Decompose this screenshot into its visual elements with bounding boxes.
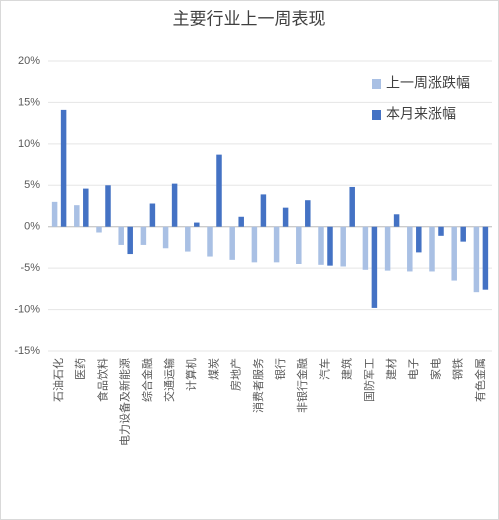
bar [216, 154, 222, 227]
bar [127, 226, 133, 255]
bar [362, 226, 369, 270]
bar [482, 226, 489, 290]
x-tick-label: 建筑 [340, 358, 354, 380]
bar [207, 226, 213, 257]
chart-title: 主要行业上一周表现 [173, 9, 326, 28]
x-tick-label: 电子 [407, 358, 420, 380]
x-tick-label: 食品饮料 [95, 358, 109, 402]
x-tick-label: 消费者服务 [251, 358, 265, 413]
bar [162, 226, 169, 249]
x-tick-label: 建材 [384, 358, 398, 380]
bar [429, 226, 435, 272]
x-tick-label: 电力设备及新能源 [118, 358, 132, 446]
bar [349, 186, 355, 227]
bar [296, 226, 302, 264]
bar [282, 207, 289, 227]
x-tick-label: 国防军工 [362, 358, 376, 402]
y-tick-label: 15% [18, 96, 40, 108]
y-tick-label: 0% [24, 221, 40, 233]
x-tick-label: 非银行金融 [295, 358, 309, 413]
x-tick-label: 综合金融 [140, 358, 154, 402]
bar [371, 226, 378, 308]
bar [451, 226, 457, 281]
bar [438, 226, 444, 236]
bar [260, 194, 267, 227]
bar [149, 203, 156, 227]
bar [185, 226, 191, 252]
x-tick-label: 有色金属 [473, 358, 487, 402]
bar [273, 226, 280, 263]
legend-label: 上一周涨跌幅 [386, 75, 470, 91]
y-tick-label: 5% [24, 179, 40, 191]
y-tick-label: -15% [14, 345, 40, 357]
bar [460, 226, 466, 242]
x-tick-label: 交通运输 [162, 358, 176, 402]
bar [416, 226, 422, 253]
bar [238, 216, 244, 227]
y-tick-label: -10% [14, 303, 40, 315]
bar [171, 183, 178, 227]
bar [340, 226, 346, 267]
bar [305, 200, 311, 227]
x-tick-label: 煤炭 [207, 358, 220, 380]
bar [51, 201, 58, 227]
x-tick-label: 计算机 [184, 358, 198, 391]
x-tick-label: 石油石化 [51, 358, 65, 402]
bar [96, 226, 102, 233]
x-tick-label: 房地产 [229, 358, 243, 391]
bar [384, 226, 391, 271]
bar [473, 226, 480, 293]
bar [318, 226, 324, 265]
bar [105, 185, 111, 227]
bar [229, 226, 235, 260]
bar [60, 109, 67, 227]
bar [194, 222, 200, 227]
bar [83, 188, 89, 227]
bar [140, 226, 147, 245]
bar [118, 226, 124, 245]
bar [407, 226, 413, 272]
bar [327, 226, 333, 266]
bar [251, 226, 258, 263]
legend-label: 本月来涨幅 [386, 106, 456, 122]
legend-swatch [372, 79, 381, 89]
y-tick-label: 20% [18, 55, 40, 67]
y-tick-label: -5% [20, 262, 40, 274]
bar [393, 214, 400, 227]
x-tick-label: 医药 [74, 358, 87, 380]
y-tick-label: 10% [18, 138, 40, 150]
x-tick-label: 汽车 [317, 358, 331, 380]
legend-swatch [372, 110, 381, 120]
bar [74, 205, 80, 227]
x-tick-label: 家电 [428, 358, 442, 380]
x-tick-label: 钢铁 [452, 358, 465, 380]
x-tick-label: 银行 [273, 358, 287, 380]
